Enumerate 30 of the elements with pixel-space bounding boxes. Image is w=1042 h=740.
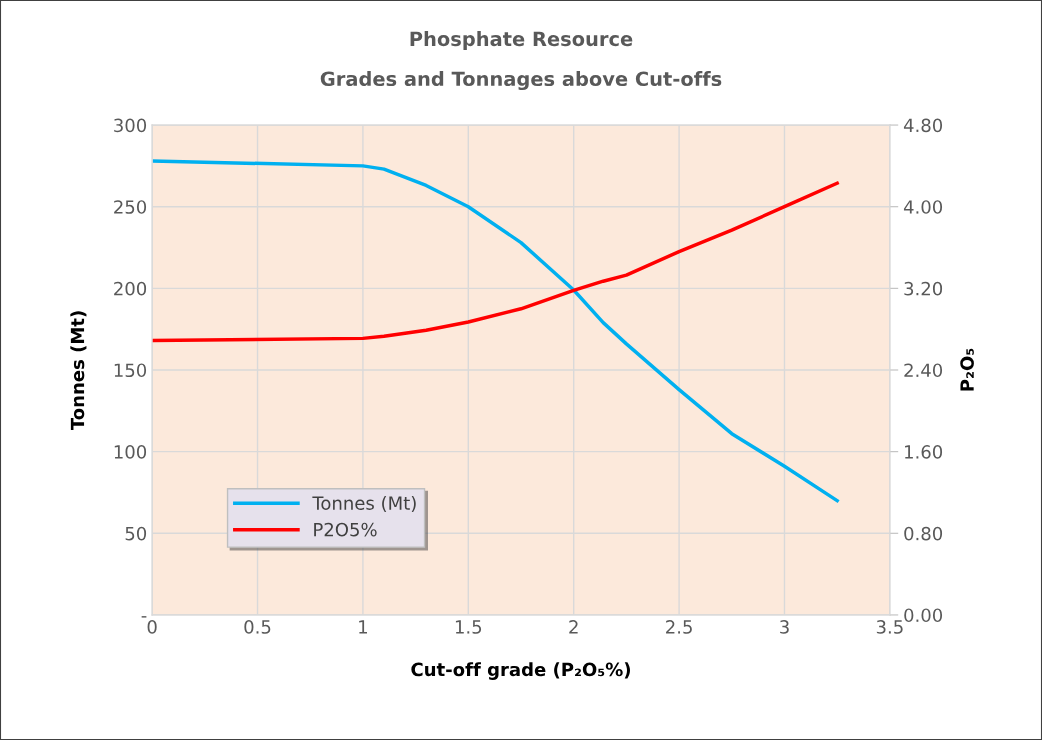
y-tick-label: 100: [114, 445, 147, 459]
y2-tick-label: 4.00: [903, 200, 943, 214]
y-axis-title: Tonnes (Mt): [70, 311, 87, 431]
line-series: [152, 181, 839, 343]
y2-tick-label: 0.00: [904, 608, 943, 623]
x-tick-label: 0.5: [244, 620, 271, 634]
y-tick-label: 200: [114, 281, 147, 296]
y-tick-label: 50: [125, 526, 147, 541]
y2-tick-label: 1.60: [905, 445, 943, 459]
chart-subtitle: Grades and Tonnages above Cut-offs: [320, 71, 722, 91]
y2-tick-label: 4.80: [903, 118, 943, 133]
x-tick-label: 1.5: [455, 620, 482, 634]
y2-tick-label: 0.80: [904, 526, 943, 541]
y-tick-label: 150: [114, 363, 147, 378]
y2-tick-label: 2.40: [904, 363, 943, 378]
chart-title: Phosphate Resource: [410, 31, 633, 50]
x-tick-label: 2: [569, 620, 578, 634]
x-tick-label: 1: [359, 620, 367, 634]
y2-axis-title: P₂O₅: [960, 348, 974, 391]
y-tick-label: 300: [114, 118, 147, 133]
x-axis-title: Cut-off grade (P₂O₅%): [411, 662, 630, 680]
x-tick-label: 0: [147, 620, 157, 634]
x-tick-label: 3: [780, 620, 789, 634]
legend-label: P2O5%: [314, 522, 377, 537]
x-tick-label: 2.5: [666, 620, 692, 634]
y-tick-label: 250: [114, 200, 147, 214]
legend-label: Tonnes (Mt): [312, 495, 416, 513]
y-tick-label: -: [141, 616, 147, 618]
x-tick-label: 3.5: [876, 620, 903, 634]
y2-tick-label: 3.20: [904, 281, 943, 296]
